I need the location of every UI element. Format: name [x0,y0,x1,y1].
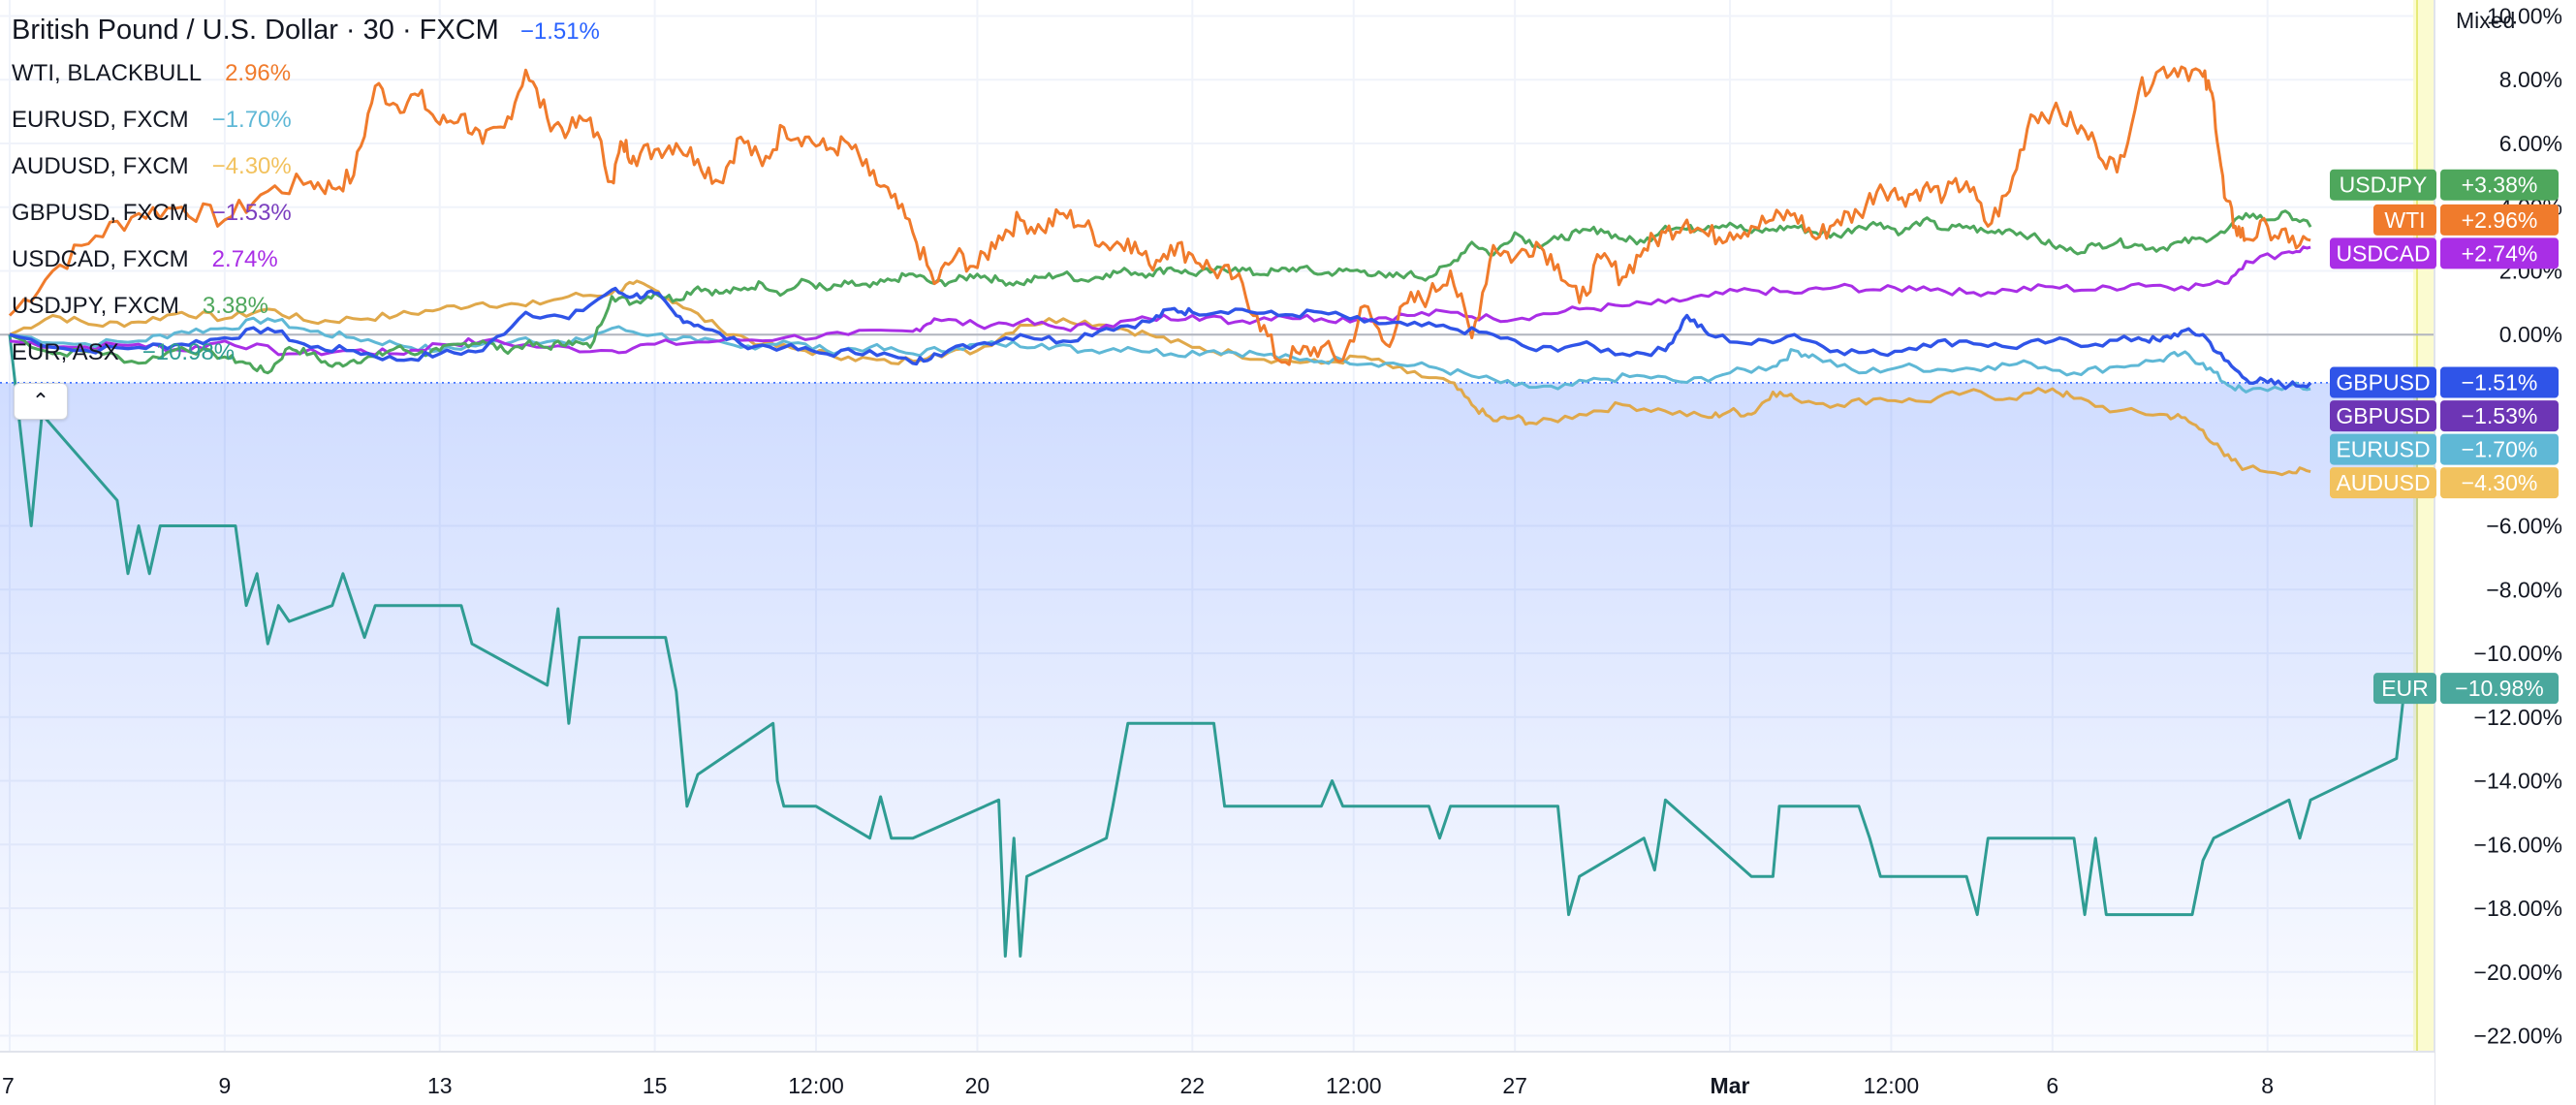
legend-value: −4.30% [211,153,292,179]
badge-name: USDJPY [2340,173,2428,198]
legend-row[interactable]: WTI, BLACKBULL 2.96% [12,50,600,97]
y-tick-label: −6.00% [2486,514,2562,539]
legend: British Pound / U.S. Dollar · 30 · FXCM −… [12,10,600,376]
price-axis-bg [2435,0,2576,1105]
series-lines [8,65,2420,958]
x-tick-label: Mar [1711,1073,1750,1098]
badge-value: −1.70% [2462,437,2538,462]
badge-name-bg [2330,433,2436,465]
x-tick-label: 9 [218,1073,231,1098]
legend-value: 2.96% [225,60,292,86]
price-axis[interactable]: 10.00%8.00%6.00%4.00%2.00%0.00%−6.00%−8.… [2434,0,2576,1105]
series-line-eurusd [9,316,2311,394]
legend-label: AUDUSD, FXCM [12,153,189,179]
badge-name-bg [2330,467,2436,499]
legend-label: GBPUSD, FXCM [12,200,189,226]
y-tick-label: −16.00% [2474,832,2562,857]
time-axis-bg [0,1052,2435,1105]
legend-label: WTI, BLACKBULL [12,60,203,86]
legend-label: EUR, ASX [12,339,119,365]
x-tick-label: 12:00 [1864,1073,1920,1098]
badge-value-bg [2440,467,2559,499]
badge-name-bg [2373,204,2436,236]
badge-value-bg [2440,169,2559,201]
badge-name: WTI [2384,207,2425,233]
badge-name: GBPUSD [2336,370,2430,395]
badge-name-bg [2330,237,2436,269]
badge-name-bg [2330,169,2436,201]
badge-value: +3.38% [2462,173,2538,198]
badge-value-bg [2440,400,2559,432]
badge-value-bg [2440,204,2559,236]
main-series-area [0,382,2435,1052]
series-line-eur [8,334,2420,958]
y-tick-label: −8.00% [2486,577,2562,602]
badge-name-bg [2330,400,2436,432]
collapse-legend-button[interactable]: ⌃ [14,383,68,420]
badge-value-bg [2440,237,2559,269]
x-tick-label: 12:00 [788,1073,844,1098]
badge-name: USDCAD [2336,240,2430,266]
badge-value: −1.53% [2462,403,2538,428]
y-tick-label: 8.00% [2499,67,2562,92]
x-tick-label: 20 [965,1073,990,1098]
y-tick-label: −18.00% [2474,896,2562,921]
legend-row[interactable]: USDJPY, FXCM 3.38% [12,283,600,330]
x-tick-label: 12:00 [1326,1073,1382,1098]
symbol-change: −1.51% [519,18,600,45]
series-badges: +3.38% USDJPY +2.96% WTI +2.74% USDCAD −1.51% G… [2330,169,2559,705]
main-area-fill [0,382,2418,1052]
symbol-header[interactable]: British Pound / U.S. Dollar · 30 · FXCM −… [12,10,600,50]
x-tick-label: 13 [427,1073,453,1098]
x-tick-label: 27 [1502,1073,1527,1098]
badge-name-bg [2330,366,2436,398]
y-tick-label: 10.00% [2487,3,2562,28]
badge-value-bg [2440,673,2559,705]
x-tick-label: 8 [2261,1073,2274,1098]
badge-value-bg [2440,366,2559,398]
y-tick-label: −22.00% [2474,1024,2562,1049]
legend-row[interactable]: EUR, ASX −10.98% [12,330,600,376]
badge-value: −1.51% [2462,370,2538,395]
badge-name-bg [2373,673,2436,705]
series-line-gbpusd [9,286,2312,391]
x-tick-label: 6 [2046,1073,2058,1098]
chevron-up-icon: ⌃ [31,389,50,413]
y-tick-label: −20.00% [2474,960,2562,985]
legend-value: −1.70% [211,107,292,133]
legend-label: USDCAD, FXCM [12,246,189,272]
y-tick-label: −10.00% [2474,641,2562,666]
badge-value-bg [2440,433,2559,465]
x-tick-label: 15 [643,1073,668,1098]
x-tick-label: 7 [2,1073,15,1098]
badge-name: EUR [2381,676,2429,701]
legend-value: 3.38% [202,293,268,319]
badge-name: GBPUSD [2336,403,2430,428]
legend-value: −10.98% [141,339,236,365]
symbol-title: British Pound / U.S. Dollar · 30 · FXCM [12,15,499,46]
badge-name: AUDUSD [2336,470,2430,495]
x-tick-label: 22 [1180,1073,1206,1098]
legend-row[interactable]: GBPUSD, FXCM −1.53% [12,190,600,237]
legend-row[interactable]: EURUSD, FXCM −1.70% [12,97,600,143]
badge-value: −4.30% [2462,470,2538,495]
y-tick-label: −14.00% [2474,769,2562,794]
badge-value: +2.74% [2462,240,2538,266]
time-axis[interactable]: 7 9 13 15 12:00 20 22 12:00 27 Mar 12:00 6 8 [0,1051,2435,1105]
badge-name: EURUSD [2336,437,2430,462]
legend-row[interactable]: USDCAD, FXCM 2.74% [12,237,600,283]
legend-row[interactable]: AUDUSD, FXCM −4.30% [12,143,600,190]
series-line-wti [8,65,2311,366]
y-tick-label: −12.00% [2474,705,2562,730]
legend-value: −1.53% [211,200,292,226]
legend-label: USDJPY, FXCM [12,293,179,319]
badge-value: −10.98% [2455,676,2543,701]
badge-value: +2.96% [2462,207,2538,233]
y-tick-label: 6.00% [2499,131,2562,156]
legend-label: EURUSD, FXCM [12,107,189,133]
scale-mode-label[interactable]: Mixed [2456,8,2516,33]
y-tick-label: 0.00% [2499,322,2562,347]
legend-value: 2.74% [211,246,278,272]
